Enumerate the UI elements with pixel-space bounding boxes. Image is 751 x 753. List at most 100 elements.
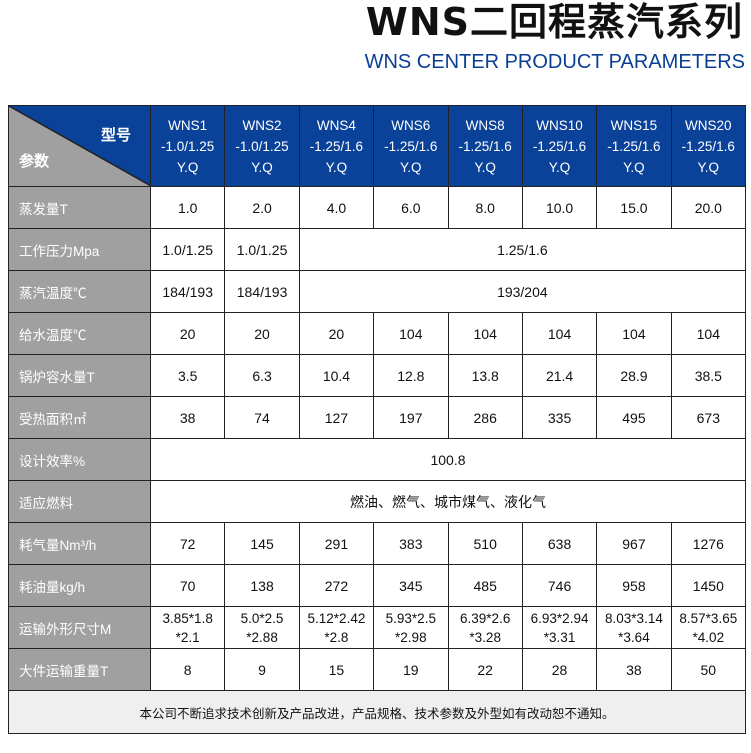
table-cell: 485 [447, 564, 523, 607]
table-cell: 9 [224, 648, 300, 691]
corner-cell: 型号 参数 [8, 105, 151, 187]
model-header: WNS15 -1.25/1.6 Y.Q [596, 105, 672, 187]
table-cell: 193/204 [298, 270, 747, 313]
table-cell: 1.0/1.25 [224, 228, 300, 271]
table-cell: 70 [149, 564, 226, 607]
row-label: 运输外形尺寸M [8, 606, 151, 649]
table-cell: 20 [224, 312, 300, 355]
table-cell: 100.8 [150, 438, 746, 481]
table-cell: 104 [670, 312, 747, 355]
table-cell: 1.0 [149, 186, 226, 229]
model-header: WNS2 -1.0/1.25 Y.Q [224, 105, 300, 187]
table-cell: 3.5 [149, 354, 226, 397]
table-cell: 22 [447, 648, 523, 691]
table-cell: 50 [670, 648, 747, 691]
row-label: 蒸汽温度℃ [8, 270, 151, 313]
table-cell: 38 [149, 396, 226, 439]
model-line: WNS20 [685, 117, 732, 133]
model-header: WNS10 -1.25/1.6 Y.Q [521, 105, 598, 187]
model-line: -1.25/1.6 [309, 138, 364, 154]
model-header: WNS8 -1.25/1.6 Y.Q [447, 105, 523, 187]
model-line: -1.25/1.6 [458, 138, 512, 154]
model-line: -1.0/1.25 [161, 138, 215, 154]
model-line: Y.Q [176, 159, 199, 175]
table-cell: 15.0 [596, 186, 672, 229]
table-cell: 5.93*2.5 *2.98 [373, 606, 449, 649]
model-line: Y.Q [325, 159, 348, 175]
parameters-table: 型号 参数 WNS1 -1.0/1.25 Y.Q WNS2 -1.0/1.25 Y.Q WN… [8, 105, 747, 734]
table-cell: 20.0 [670, 186, 747, 229]
row-label: 大件运输重量T [8, 648, 151, 691]
table-cell: 291 [298, 522, 375, 565]
table-cell: 104 [596, 312, 672, 355]
table-cell: 13.8 [447, 354, 523, 397]
table-cell: 3.85*1.8 *2.1 [149, 606, 226, 649]
model-line: WNS6 [391, 117, 431, 133]
table-row: 大件运输重量T 8 9 15 19 22 28 38 50 [8, 648, 747, 691]
table-cell: 燃油、燃气、城市煤气、液化气 [150, 480, 746, 523]
table-row: 锅炉容水量T 3.5 6.3 10.4 12.8 13.8 21.4 28.9 38.5 [8, 354, 747, 397]
model-line: -1.25/1.6 [384, 138, 438, 154]
table-row: 耗气量Nm³/h 72 145 291 383 510 638 967 1276 [8, 522, 747, 565]
model-line: WNS15 [610, 117, 658, 133]
model-line: WNS4 [316, 117, 356, 133]
table-cell: 145 [224, 522, 300, 565]
model-line: WNS1 [168, 117, 208, 133]
table-cell: 6.3 [224, 354, 300, 397]
model-line: -1.25/1.6 [681, 138, 735, 154]
table-cell: 495 [596, 396, 672, 439]
table-row: 给水温度℃ 20 20 20 104 104 104 104 104 [8, 312, 747, 355]
table-cell: 8.57*3.65 *4.02 [670, 606, 747, 649]
table-cell: 10.0 [521, 186, 598, 229]
table-cell: 197 [373, 396, 449, 439]
row-label: 蒸发量T [8, 186, 151, 229]
table-cell: 138 [224, 564, 300, 607]
table-row: 蒸发量T 1.0 2.0 4.0 6.0 8.0 10.0 15.0 20.0 [8, 186, 747, 229]
row-label: 耗油量kg/h [8, 564, 151, 607]
table-cell: 967 [596, 522, 672, 565]
corner-bottom-label: 参数 [19, 152, 50, 170]
table-cell: 8.03*3.14 *3.64 [596, 606, 672, 649]
row-label: 给水温度℃ [8, 312, 151, 355]
table-cell: 1.25/1.6 [298, 228, 747, 271]
table-cell: 746 [521, 564, 598, 607]
table-cell: 184/193 [149, 270, 226, 313]
table-cell: 6.93*2.94 *3.31 [521, 606, 598, 649]
table-cell: 638 [521, 522, 598, 565]
table-cell: 104 [521, 312, 598, 355]
table-row: 蒸汽温度℃ 184/193 184/193 193/204 [8, 270, 747, 313]
table-row: 工作压力Mpa 1.0/1.25 1.0/1.25 1.25/1.6 [8, 228, 747, 271]
table-cell: 8 [149, 648, 226, 691]
model-line: Y.Q [400, 159, 422, 175]
table-row: 耗油量kg/h 70 138 272 345 485 746 958 1450 [8, 564, 747, 607]
footer-row: 本公司不断追求技术创新及产品改进，产品规格、技术参数及外型如有改动恕不通知。 [8, 690, 746, 734]
model-header: WNS4 -1.25/1.6 Y.Q [298, 105, 375, 187]
table-cell: 5.12*2.42 *2.8 [298, 606, 375, 649]
model-line: Y.Q [623, 159, 645, 175]
table-cell: 958 [596, 564, 672, 607]
row-label: 受热面积㎡ [8, 396, 151, 439]
table-cell: 127 [298, 396, 375, 439]
model-line: WNS2 [242, 117, 282, 133]
row-label: 耗气量Nm³/h [8, 522, 151, 565]
table-cell: 72 [149, 522, 226, 565]
table-cell: 510 [447, 522, 523, 565]
table-row: 适应燃料 燃油、燃气、城市煤气、液化气 [8, 480, 746, 523]
model-header: WNS20 -1.25/1.6 Y.Q [670, 105, 747, 187]
table-row: 运输外形尺寸M 3.85*1.8 *2.1 5.0*2.5 *2.88 5.12*2.… [8, 606, 747, 649]
row-label: 锅炉容水量T [8, 354, 151, 397]
table-cell: 19 [373, 648, 449, 691]
table-cell: 1276 [670, 522, 747, 565]
table-cell: 104 [373, 312, 449, 355]
row-label: 设计效率% [8, 438, 151, 481]
corner-top-label: 型号 [101, 126, 131, 144]
header-row: 型号 参数 WNS1 -1.0/1.25 Y.Q WNS2 -1.0/1.25 Y.Q WN… [8, 105, 747, 187]
table-cell: 12.8 [373, 354, 449, 397]
table-cell: 1.0/1.25 [149, 228, 226, 271]
table-row: 设计效率% 100.8 [8, 438, 746, 481]
model-line: WNS8 [465, 117, 505, 133]
table-cell: 345 [373, 564, 449, 607]
page-title: WNS二回程蒸汽系列 [365, 0, 743, 44]
table-cell: 28.9 [596, 354, 672, 397]
model-line: Y.Q [548, 159, 571, 175]
